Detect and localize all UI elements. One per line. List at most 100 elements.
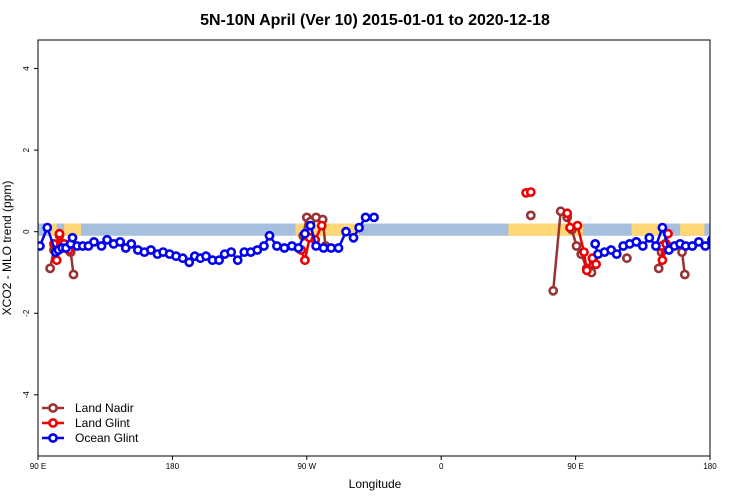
- legend-swatch-marker: [48, 418, 58, 428]
- y-tick-label: 2: [22, 147, 31, 152]
- ocean-glint-point: [354, 222, 364, 233]
- ocean-glint-point: [67, 232, 78, 243]
- land-glint-point: [525, 187, 536, 197]
- land-glint-point: [591, 259, 601, 270]
- land-nadir-point: [571, 241, 582, 251]
- ocean-glint-point: [102, 234, 112, 245]
- land-glint-point: [579, 247, 589, 257]
- land-region: [64, 223, 81, 236]
- ocean-glint-point: [184, 257, 195, 268]
- plot-area: [38, 187, 710, 296]
- land-fill-layer: [47, 223, 705, 236]
- ocean-glint-point: [305, 220, 316, 231]
- ocean-glint-point: [214, 255, 224, 266]
- x-tick-label: 90 E: [567, 462, 583, 471]
- legend-item-land-nadir: Land Nadir: [42, 401, 134, 415]
- legend-swatch-marker: [48, 433, 58, 443]
- ocean-glint-point: [279, 243, 290, 253]
- ocean-glint-point: [333, 243, 344, 253]
- legend-item-ocean-glint: Ocean Glint: [42, 431, 139, 445]
- ocean-glint-point: [631, 236, 642, 247]
- ocean-glint-point: [89, 236, 99, 247]
- land-nadir-point: [68, 269, 79, 280]
- chart-title: 5N-10N April (Ver 10) 2015-01-01 to 2020…: [200, 12, 550, 29]
- ocean-glint-point: [700, 241, 710, 251]
- land-nadir-point: [45, 263, 55, 274]
- plot-frame: [37, 39, 711, 457]
- series-ocean-glint: [38, 212, 710, 268]
- ocean-glint-point: [232, 255, 243, 266]
- legend-label-land-nadir: Land Nadir: [75, 401, 134, 415]
- ocean-glint-point: [145, 245, 156, 255]
- x-tick-label: 0: [439, 462, 444, 471]
- y-tick-label: 0: [22, 229, 31, 234]
- ocean-glint-point: [299, 228, 310, 239]
- ocean-glint-point: [360, 212, 371, 223]
- legend-label-land-glint: Land Glint: [75, 416, 130, 430]
- x-tick-label: 90 E: [30, 462, 46, 471]
- land-glint-point: [565, 222, 575, 233]
- land-glint-point: [51, 255, 62, 266]
- background-band-rect: [38, 223, 710, 236]
- ocean-glint-point: [318, 243, 329, 253]
- ocean-glint-point: [693, 236, 704, 247]
- ocean-glint-point: [651, 241, 661, 251]
- ocean-glint-point: [115, 236, 125, 247]
- land-glint-line: [660, 233, 670, 261]
- legend-label-ocean-glint: Ocean Glint: [75, 431, 139, 445]
- ocean-glint-point: [637, 241, 648, 251]
- ocean-glint-point: [264, 230, 275, 241]
- ocean-glint-point: [293, 243, 304, 253]
- land-nadir-point: [679, 269, 690, 280]
- x-axis: 90 E 180 90 W 0 90 E 180: [30, 456, 717, 471]
- series-layer: [38, 187, 710, 296]
- ocean-glint-point: [590, 238, 601, 249]
- land-region: [631, 223, 662, 236]
- land-nadir-point: [622, 253, 632, 264]
- land-nadir-point: [548, 285, 559, 296]
- ocean-glint-point: [258, 241, 269, 251]
- x-tick-label: 90 W: [297, 462, 316, 471]
- land-glint-point: [299, 255, 310, 266]
- ocean-glint-point: [38, 241, 45, 251]
- land-region: [508, 223, 584, 236]
- ocean-glint-point: [252, 245, 263, 255]
- y-tick-label: -2: [22, 309, 31, 317]
- land-glint-point: [581, 265, 592, 276]
- legend-swatch-marker: [48, 403, 58, 413]
- ocean-glint-point: [611, 249, 622, 259]
- ocean-glint-point: [341, 226, 351, 237]
- ocean-glint-point: [96, 241, 107, 251]
- land-glint-point: [316, 220, 327, 231]
- land-nadir-point: [525, 210, 536, 221]
- legend-item-land-glint: Land Glint: [42, 416, 130, 430]
- land-glint-point: [562, 208, 573, 219]
- x-axis-label: Longitude: [349, 477, 402, 491]
- y-tick-label: 4: [22, 66, 31, 71]
- ocean-glint-point: [657, 222, 668, 233]
- y-axis-label: XCO2 - MLO trend (ppm): [0, 181, 14, 316]
- ocean-glint-point: [687, 241, 698, 251]
- ocean-glint-point: [311, 241, 321, 251]
- y-tick-label: -4: [22, 391, 31, 399]
- land-glint-point: [54, 228, 65, 239]
- ocean-glint-point: [201, 251, 211, 262]
- land-glint-point: [657, 255, 668, 266]
- ocean-glint-point: [369, 212, 379, 223]
- land-nadir-point: [653, 263, 664, 274]
- ocean-glint-point: [271, 241, 282, 251]
- ocean-glint-point: [644, 232, 655, 243]
- land-region: [680, 223, 705, 236]
- x-tick-label: 180: [703, 462, 717, 471]
- ocean-glint-point: [126, 238, 137, 249]
- ocean-glint-point: [226, 247, 237, 257]
- land-region: [47, 223, 57, 236]
- ocean-glint-point: [177, 253, 188, 264]
- y-axis: -4 -2 0 2 4: [22, 66, 38, 399]
- x-tick-label: 180: [166, 462, 180, 471]
- land-glint-point: [572, 220, 583, 231]
- ocean-glint-point: [42, 222, 53, 233]
- background-band: [38, 223, 710, 236]
